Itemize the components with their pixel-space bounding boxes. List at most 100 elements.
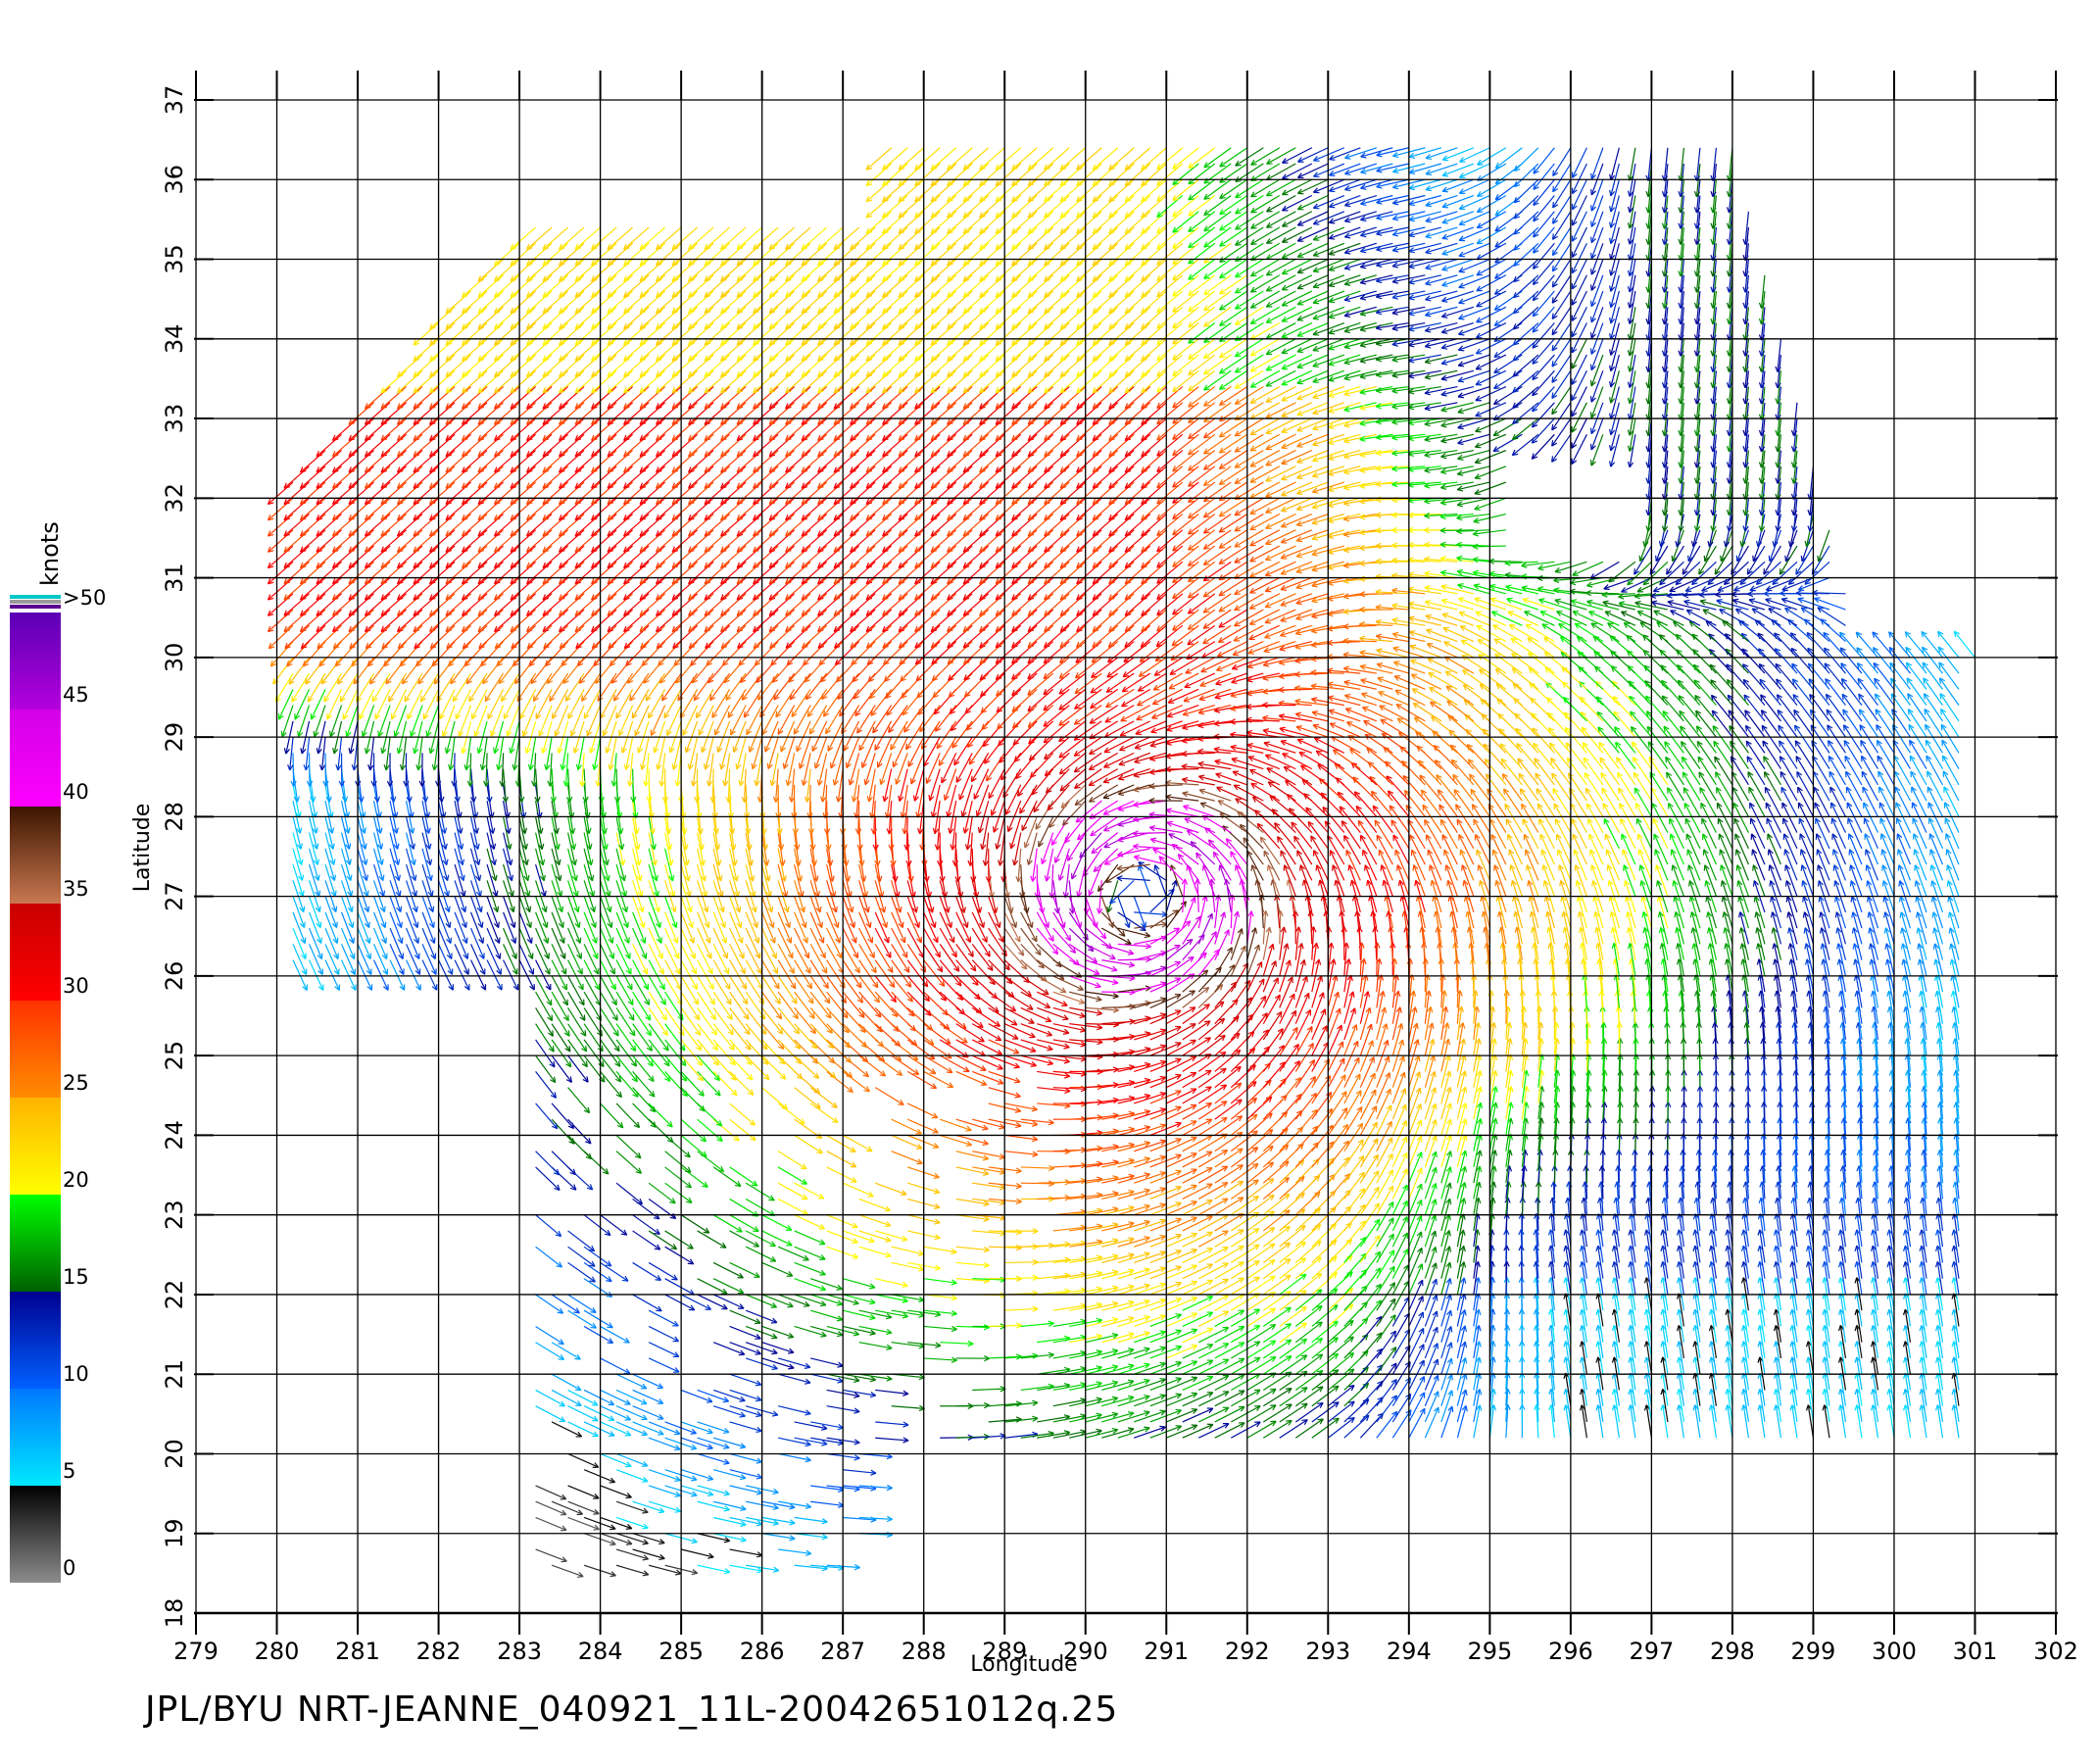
- wind-vector: [1280, 1209, 1305, 1231]
- wind-vector: [633, 1262, 661, 1280]
- wind-vector: [810, 1295, 842, 1305]
- wind-vector: [1134, 1362, 1165, 1374]
- wind-vector: [584, 1326, 612, 1343]
- colorbar-band: [10, 1195, 61, 1292]
- wind-vector: [616, 1517, 648, 1528]
- wind-vector: [568, 1517, 600, 1530]
- wind-vector: [1166, 1409, 1196, 1422]
- wind-vector: [1441, 1343, 1452, 1374]
- wind-vector: [616, 1406, 647, 1420]
- wind-vector: [1198, 1199, 1228, 1215]
- wind-vector: [1409, 1280, 1423, 1310]
- wind-vector: [1247, 1357, 1276, 1375]
- wind-vector: [1263, 1178, 1289, 1200]
- wind-vector: [616, 1422, 647, 1435]
- wind-vector: [827, 1215, 858, 1228]
- wind-vector: [795, 1534, 828, 1540]
- wind-vector: [1247, 1405, 1276, 1422]
- wind-vector: [1263, 1324, 1291, 1343]
- wind-vector: [1166, 1329, 1196, 1342]
- wind-vector: [1231, 1326, 1259, 1343]
- wind-vector: [1198, 1296, 1228, 1310]
- wind-vector: [1198, 1231, 1228, 1247]
- wind-vector: [1231, 1197, 1258, 1215]
- wind-vector: [1280, 1388, 1307, 1406]
- wind-vector: [762, 1262, 793, 1276]
- wind-vector: [1037, 1336, 1070, 1342]
- wind-vector: [1166, 1377, 1196, 1390]
- wind-vector: [1425, 1407, 1439, 1438]
- wind-vector: [568, 1295, 597, 1312]
- wind-vector: [956, 1402, 990, 1407]
- wind-vector: [649, 1486, 680, 1496]
- wind-vector: [698, 1565, 730, 1573]
- colorbar-band: [10, 1292, 61, 1389]
- wind-vector: [536, 1501, 566, 1515]
- wind-vector: [1392, 1378, 1410, 1406]
- wind-vector: [1377, 1396, 1397, 1422]
- wind-vector: [536, 1343, 564, 1360]
- wind-vector: [1596, 1405, 1603, 1439]
- wind-vector: [601, 1358, 630, 1374]
- wind-vector: [1183, 1297, 1213, 1310]
- wind-vector: [875, 1279, 907, 1288]
- wind-vector: [1134, 1331, 1165, 1343]
- wind-vector: [843, 1295, 875, 1304]
- colorbar-tick-label: 45: [63, 683, 89, 707]
- wind-vector: [633, 1390, 663, 1403]
- wind-vector: [1198, 1392, 1229, 1406]
- wind-vector: [1247, 1389, 1276, 1405]
- wind-vector: [681, 1470, 713, 1481]
- wind-vector: [1021, 1321, 1054, 1326]
- wind-vector: [1231, 1357, 1260, 1374]
- wind-vector: [698, 1438, 729, 1448]
- wind-vector: [730, 1310, 760, 1323]
- wind-vector: [1425, 1392, 1439, 1422]
- wind-vector: [1564, 1405, 1571, 1439]
- wind-vector: [810, 1326, 843, 1336]
- wind-vector: [1215, 1262, 1244, 1279]
- wind-vector: [795, 1295, 826, 1306]
- wind-vector: [1872, 1405, 1878, 1439]
- wind-vector: [649, 1438, 680, 1449]
- wind-vector: [713, 1517, 746, 1526]
- wind-vector: [1231, 1294, 1259, 1311]
- wind-vector: [1920, 1405, 1926, 1439]
- wind-vector: [1710, 1405, 1717, 1439]
- wind-vector: [1425, 1263, 1437, 1295]
- wind-vector: [616, 1470, 648, 1482]
- wind-vector: [1409, 1168, 1422, 1199]
- wind-vector: [1312, 1305, 1338, 1327]
- wind-vector: [633, 1374, 663, 1388]
- colorbar-band: [10, 612, 61, 710]
- wind-vector: [536, 1390, 565, 1405]
- wind-vector: [843, 1310, 875, 1319]
- wind-vector: [665, 1247, 694, 1264]
- wind-vector: [1377, 1380, 1396, 1406]
- colorbar: 051015202530354045>50: [10, 586, 106, 1583]
- wind-vector: [1377, 1170, 1393, 1200]
- wind-vectors: [268, 148, 1975, 1578]
- wind-vector: [730, 1406, 762, 1417]
- wind-vector: [1409, 1312, 1424, 1343]
- wind-vector: [584, 1215, 610, 1236]
- wind-vector: [1183, 1249, 1213, 1263]
- wind-vector: [1183, 1424, 1213, 1438]
- wind-vector: [843, 1326, 875, 1335]
- wind-vector: [1425, 1296, 1437, 1327]
- wind-vector: [601, 1262, 628, 1281]
- wind-vector: [1425, 1375, 1438, 1405]
- wind-vector: [1053, 1398, 1086, 1406]
- wind-vector: [1263, 1356, 1292, 1375]
- wind-vector: [1021, 1384, 1054, 1390]
- wind-vector: [924, 1295, 957, 1300]
- wind-vector: [762, 1343, 794, 1353]
- colorbar-tick-label: 25: [63, 1071, 89, 1095]
- wind-vector: [1677, 1405, 1683, 1439]
- wind-vector: [1409, 1360, 1424, 1390]
- wind-vector: [552, 1565, 583, 1577]
- wind-vector: [1183, 1280, 1213, 1295]
- wind-vector: [1392, 1217, 1407, 1248]
- wind-vector: [1425, 1231, 1436, 1262]
- wind-vector: [924, 1357, 957, 1362]
